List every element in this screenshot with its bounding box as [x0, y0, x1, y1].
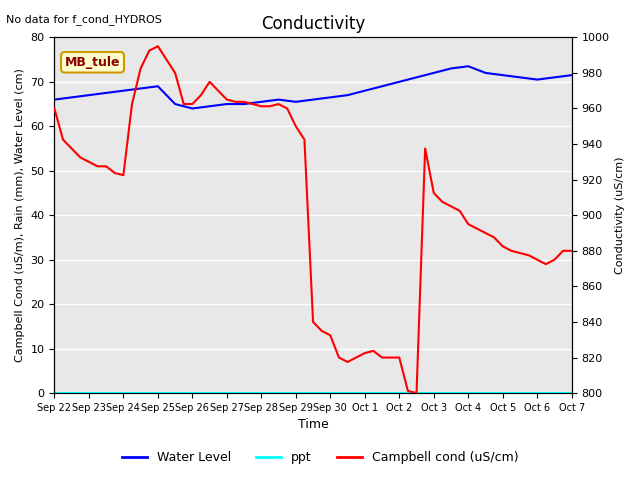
Text: MB_tule: MB_tule [65, 56, 120, 69]
Y-axis label: Conductivity (uS/cm): Conductivity (uS/cm) [615, 156, 625, 274]
Title: Conductivity: Conductivity [261, 15, 365, 33]
X-axis label: Time: Time [298, 419, 328, 432]
Y-axis label: Campbell Cond (uS/m), Rain (mm), Water Level (cm): Campbell Cond (uS/m), Rain (mm), Water L… [15, 68, 25, 362]
Text: No data for f_cond_HYDROS: No data for f_cond_HYDROS [6, 14, 163, 25]
Legend: Water Level, ppt, Campbell cond (uS/cm): Water Level, ppt, Campbell cond (uS/cm) [116, 446, 524, 469]
